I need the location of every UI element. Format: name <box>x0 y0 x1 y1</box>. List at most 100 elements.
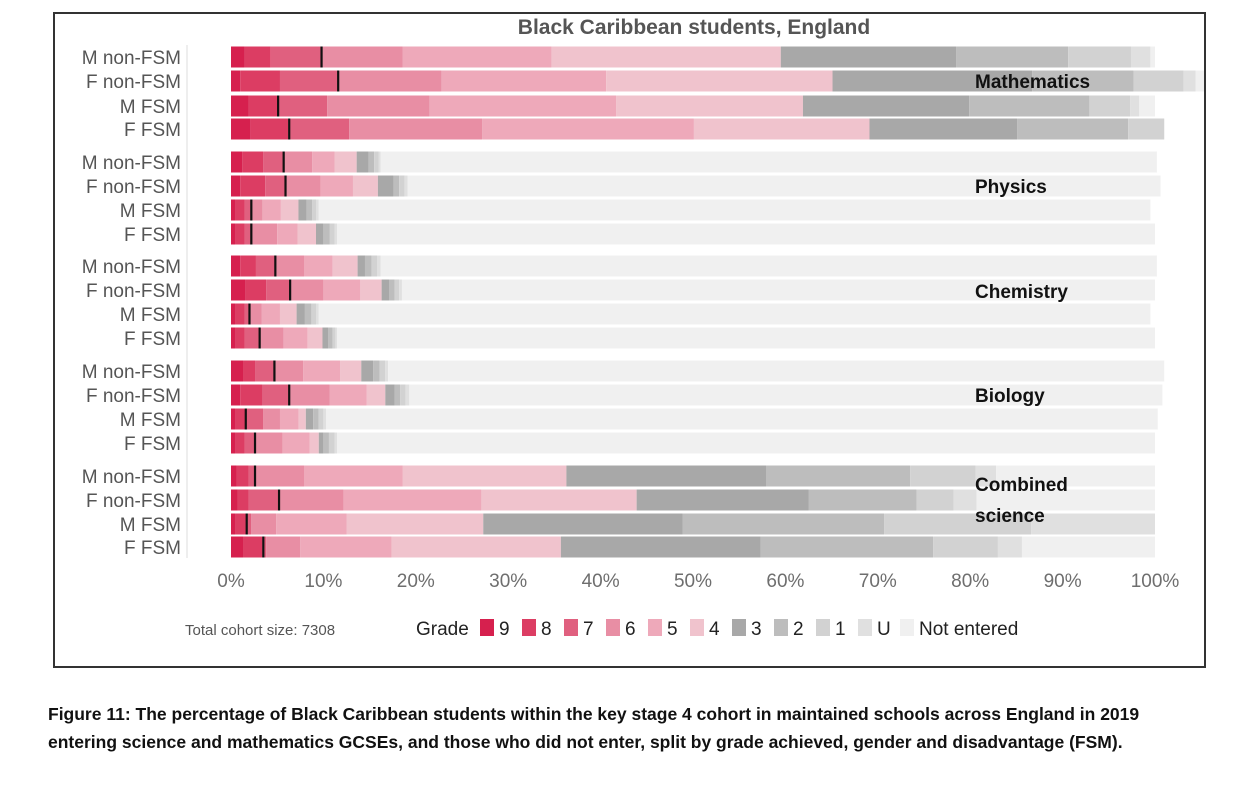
bar-segment-grade-5 <box>429 95 617 117</box>
bar-segment-grade-5 <box>283 327 308 349</box>
x-tick-label: 80% <box>951 571 989 592</box>
bar-segment-grade-3 <box>869 118 1018 140</box>
x-tick-label: 50% <box>674 571 712 592</box>
bar-segment-grade-u <box>1183 70 1196 92</box>
subject-label: Mathematics <box>975 72 1090 93</box>
bar-segment-grade-6 <box>327 95 430 117</box>
bar-segment-grade-6 <box>255 465 304 487</box>
bar-segment-grade-5 <box>323 279 361 301</box>
bar-segment-grade-8 <box>237 489 249 511</box>
bar-segment-grade-2 <box>373 360 380 382</box>
bar-segment-grade-9 <box>231 46 245 68</box>
bar-segment-grade-2 <box>1032 70 1134 92</box>
bar-segment-grade-u <box>1031 513 1155 535</box>
bar-segment-grade-not-entered <box>976 489 1155 511</box>
bar-segment-grade-8 <box>235 303 245 325</box>
bar-segment-grade-5 <box>343 489 482 511</box>
row-label: F FSM <box>124 120 181 141</box>
bar-segment-grade-u <box>1130 95 1140 117</box>
bar-segment-grade-6 <box>249 303 262 325</box>
bar-segment-grade-2 <box>323 432 329 454</box>
bar-segment-grade-6 <box>266 536 301 558</box>
row-label: F FSM <box>124 329 181 350</box>
bar-segment-grade-3 <box>381 279 390 301</box>
bar-segment-grade-2 <box>368 151 375 173</box>
bar-segment-grade-u <box>335 327 338 349</box>
bar-segment-grade-5 <box>312 151 335 173</box>
bar-segment-grade-6 <box>251 223 278 245</box>
bar-segment-grade-3 <box>322 327 329 349</box>
bar-segment-grade-u <box>975 465 997 487</box>
bar-segment-grade-7 <box>279 70 339 92</box>
bar-segment-grade-2 <box>306 199 313 221</box>
bar-segment-grade-9 <box>231 303 236 325</box>
legend-swatch <box>816 619 830 636</box>
bar-segment-grade-4 <box>606 70 833 92</box>
bar-segment-grade-9 <box>231 223 236 245</box>
x-tick-label: 90% <box>1044 571 1082 592</box>
bar-segment-grade-6 <box>255 432 283 454</box>
bar-segment-grade-2 <box>969 95 1090 117</box>
bar-segment-grade-7 <box>262 384 290 406</box>
bar-segment-grade-6 <box>263 408 280 430</box>
bar-segment-grade-4 <box>307 327 323 349</box>
bar-segment-grade-9 <box>231 70 241 92</box>
row-label: F FSM <box>124 225 181 246</box>
bar-segment-grade-6 <box>290 279 324 301</box>
bar-segment-grade-2 <box>956 46 1069 68</box>
bar-segment-grade-5 <box>303 255 333 277</box>
bar-segment-grade-3 <box>305 408 314 430</box>
bar-segment-grade-not-entered <box>337 223 1155 245</box>
bar-segment-grade-4 <box>334 151 357 173</box>
bar-segment-grade-2 <box>313 408 319 430</box>
bar-segment-grade-u <box>378 151 381 173</box>
x-tick-label: 100% <box>1131 571 1180 592</box>
bar-segment-grade-4 <box>340 360 362 382</box>
bar-segment-grade-8 <box>235 432 245 454</box>
bar-segment-grade-9 <box>231 279 246 301</box>
x-tick-label: 60% <box>766 571 804 592</box>
bar-segment-grade-not-entered <box>337 327 1155 349</box>
bar-segment-grade-2 <box>304 303 312 325</box>
bar-segment-grade-6 <box>285 175 321 197</box>
legend-label: 6 <box>625 619 636 640</box>
x-tick-label: 0% <box>217 571 245 592</box>
bar-segment-grade-3 <box>566 465 766 487</box>
subject-label: Chemistry <box>975 282 1068 303</box>
bar-segment-grade-9 <box>231 360 244 382</box>
legend-swatch <box>732 619 746 636</box>
bar-segment-grade-9 <box>231 255 241 277</box>
bar-segment-grade-4 <box>391 536 561 558</box>
bar-segment-grade-7 <box>255 360 275 382</box>
bar-segment-grade-5 <box>303 360 341 382</box>
legend-label: 1 <box>835 619 846 640</box>
bar-segment-grade-8 <box>242 151 264 173</box>
bar-segment-grade-3 <box>560 536 761 558</box>
bar-segment-grade-3 <box>377 175 394 197</box>
legend-swatch <box>480 619 494 636</box>
bar-segment-grade-7 <box>244 223 252 245</box>
bar-segment-grade-3 <box>385 384 395 406</box>
bar-segment-grade-3 <box>296 303 305 325</box>
x-tick-label: 10% <box>304 571 342 592</box>
bar-segment-grade-1 <box>1128 118 1165 140</box>
bar-segment-grade-7 <box>288 118 350 140</box>
row-label: M non-FSM <box>82 362 181 383</box>
bar-segment-grade-not-entered <box>1139 95 1155 117</box>
bar-segment-grade-not-entered <box>1150 46 1155 68</box>
bar-segment-grade-8 <box>240 255 256 277</box>
bar-segment-grade-4 <box>297 223 317 245</box>
bar-segment-grade-2 <box>323 223 330 245</box>
legend-swatch <box>858 619 872 636</box>
bar-segment-grade-3 <box>483 513 683 535</box>
legend-label: 3 <box>751 619 762 640</box>
bar-segment-grade-7 <box>255 255 276 277</box>
chart-svg: Black Caribbean students, England M non-F… <box>82 16 1204 640</box>
bar-segment-grade-1 <box>311 303 317 325</box>
bar-segment-grade-4 <box>366 384 386 406</box>
bar-segment-grade-6 <box>321 46 403 68</box>
bar-segment-grade-8 <box>235 223 245 245</box>
bar-segment-grade-9 <box>231 384 241 406</box>
bar-segment-grade-not-entered <box>1195 70 1204 92</box>
bar-segment-grade-8 <box>243 360 256 382</box>
